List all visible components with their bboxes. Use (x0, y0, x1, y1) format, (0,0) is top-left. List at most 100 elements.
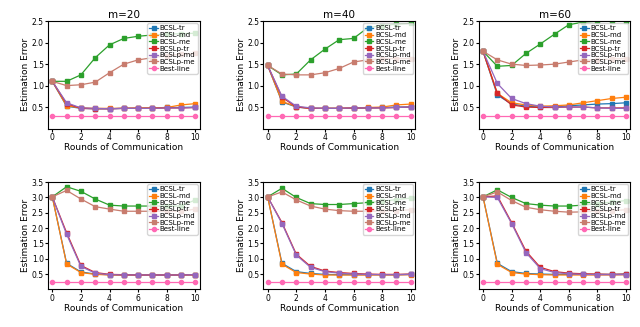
BCSLp-md (536, 267, 544, 270)
BCSL-md (579, 273, 587, 277)
BCSL-tr (92, 107, 99, 111)
Line: BCSLp-tr: BCSLp-tr (50, 79, 198, 111)
BCSLp-md (594, 106, 602, 110)
BCSLp-tr (565, 271, 573, 275)
BCSLp-tr (120, 106, 127, 110)
BCSL-tr (622, 272, 630, 276)
BCSLp-tr (191, 273, 199, 277)
BCSL-me (392, 198, 400, 201)
BCSL-tr (594, 102, 602, 106)
Best-line (264, 114, 271, 118)
BCSL-me (278, 73, 286, 77)
BCSL-tr (579, 103, 587, 107)
BCSLp-tr (92, 107, 99, 111)
BCSL-me (148, 33, 156, 37)
BCSL-md (536, 104, 544, 108)
Best-line (49, 280, 56, 284)
BCSL-md (479, 49, 487, 53)
BCSLp-tr (493, 91, 501, 95)
Legend: BCSL-tr, BCSL-md, BCSL-me, BCSLp-tr, BCSLp-md, BCSLp-me, Best-line: BCSL-tr, BCSL-md, BCSL-me, BCSLp-tr, BCS… (578, 23, 628, 74)
Best-line (92, 280, 99, 284)
BCSLp-me (177, 209, 185, 213)
BCSL-tr (278, 100, 286, 104)
BCSL-tr (349, 106, 357, 110)
BCSLp-tr (335, 106, 343, 110)
BCSL-me (191, 198, 199, 202)
BCSL-md (551, 273, 559, 277)
Best-line (191, 280, 199, 284)
BCSL-tr (522, 104, 530, 108)
BCSL-md (378, 273, 386, 277)
BCSL-tr (92, 272, 99, 276)
Y-axis label: Estimation Error: Estimation Error (237, 38, 246, 112)
BCSLp-me (307, 204, 314, 208)
Best-line (177, 114, 185, 118)
BCSLp-me (579, 58, 587, 62)
BCSLp-me (278, 72, 286, 76)
Best-line (479, 280, 487, 284)
BCSLp-md (278, 95, 286, 98)
BCSLp-tr (264, 195, 271, 199)
Best-line (63, 280, 70, 284)
BCSLp-tr (292, 252, 300, 256)
BCSLp-me (191, 51, 199, 55)
BCSLp-md (307, 106, 314, 110)
BCSL-tr (493, 261, 501, 265)
BCSL-me (63, 185, 70, 189)
BCSLp-md (307, 266, 314, 269)
BCSLp-tr (551, 106, 559, 110)
BCSLp-me (49, 195, 56, 199)
Line: BCSLp-tr: BCSLp-tr (481, 194, 628, 277)
BCSL-md (349, 273, 357, 277)
BCSL-md (77, 270, 84, 274)
BCSL-me (622, 19, 630, 23)
BCSLp-md (120, 273, 127, 277)
BCSL-me (349, 202, 357, 206)
BCSL-md (264, 63, 271, 67)
BCSLp-md (508, 96, 515, 100)
BCSL-tr (264, 195, 271, 199)
BCSLp-md (335, 271, 343, 275)
BCSL-md (335, 273, 343, 277)
Best-line (493, 114, 501, 118)
Line: BCSLp-me: BCSLp-me (265, 56, 413, 77)
BCSLp-md (622, 106, 630, 110)
BCSLp-md (622, 273, 630, 277)
Line: BCSLp-me: BCSLp-me (50, 188, 198, 214)
BCSL-md (522, 272, 530, 276)
BCSLp-me (134, 209, 142, 213)
BCSLp-tr (378, 106, 386, 110)
BCSL-tr (148, 273, 156, 277)
BCSL-tr (622, 101, 630, 105)
BCSLp-me (148, 56, 156, 60)
BCSL-tr (551, 105, 559, 109)
BCSL-tr (378, 106, 386, 110)
BCSLp-tr (77, 264, 84, 267)
BCSLp-me (579, 210, 587, 214)
BCSLp-tr (163, 273, 171, 277)
BCSL-me (77, 189, 84, 193)
BCSLp-tr (579, 272, 587, 276)
Best-line (307, 280, 314, 284)
Best-line (364, 280, 372, 284)
BCSL-me (134, 34, 142, 38)
BCSLp-me (522, 205, 530, 209)
Line: BCSLp-tr: BCSLp-tr (481, 49, 628, 110)
BCSL-me (536, 42, 544, 46)
BCSLp-tr (364, 272, 372, 276)
Best-line (134, 114, 142, 118)
BCSLp-md (177, 273, 185, 277)
BCSL-tr (479, 49, 487, 53)
BCSLp-md (349, 272, 357, 276)
BCSLp-me (392, 209, 400, 213)
BCSL-me (177, 204, 185, 208)
BCSLp-md (92, 106, 99, 110)
BCSLp-md (565, 105, 573, 109)
BCSL-me (378, 199, 386, 203)
Legend: BCSL-tr, BCSL-md, BCSL-me, BCSLp-tr, BCSLp-md, BCSLp-me, Best-line: BCSL-tr, BCSL-md, BCSL-me, BCSLp-tr, BCS… (147, 23, 198, 74)
BCSLp-tr (479, 49, 487, 53)
BCSLp-me (264, 63, 271, 67)
Best-line (536, 114, 544, 118)
BCSL-me (120, 36, 127, 40)
BCSLp-me (163, 209, 171, 213)
